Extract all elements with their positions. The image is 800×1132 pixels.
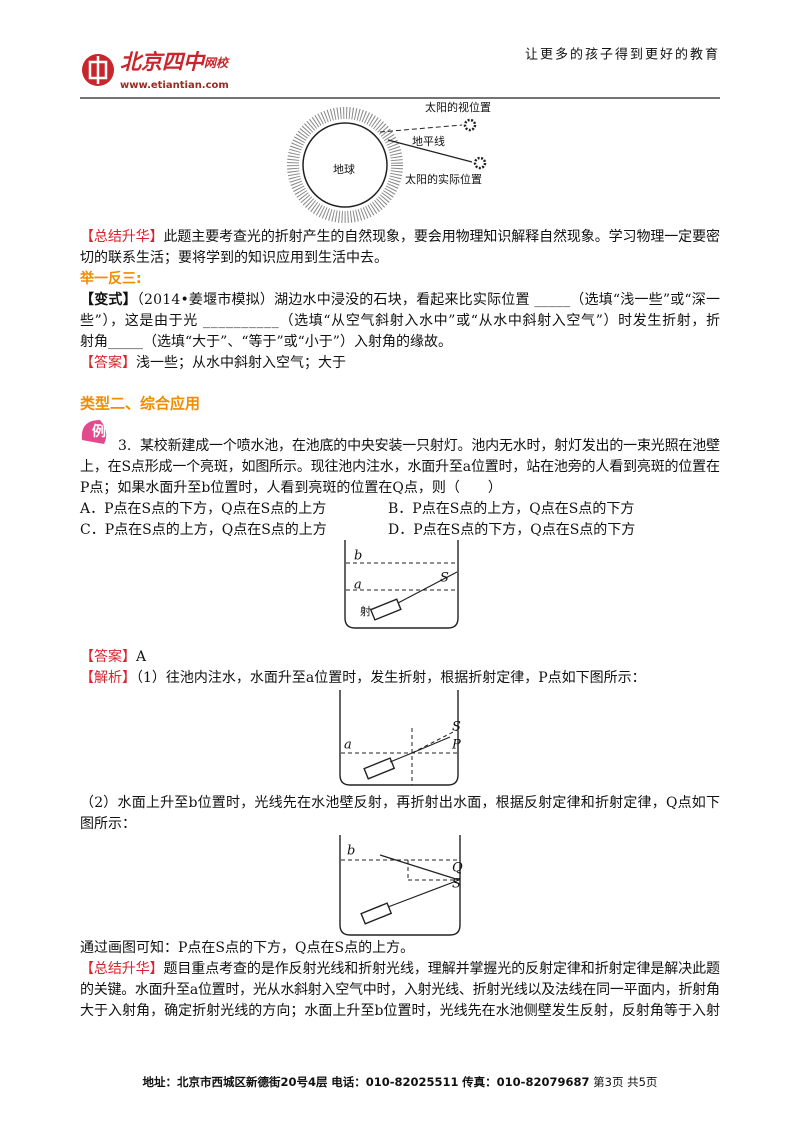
line-text: 上，在S点形成一个亮斑，如图所示。现往池内注水，水面升至a位置时，站在池旁的人看…	[80, 458, 720, 475]
figure-label: 太阳的视位置	[425, 100, 491, 114]
logo-url: www.etiantian.com	[120, 80, 229, 91]
footer: 地址：北京市西城区新德街20号4层 电话：010-82025511 传真：010…	[143, 1075, 658, 1089]
line-text: 些”），这是由于光 __________（选填“从空气斜射入水中”或“从水中斜射…	[80, 312, 720, 329]
line-text: 切的联系生活；要将学到的知识应用到生活中去。	[80, 249, 388, 266]
text-line: 【解析】（1）往池内注水，水面升至a位置时，发生折射，根据折射定律，P点如下图所…	[80, 670, 646, 686]
line-text: 射角_____（选填“大于”、“等于”或“小于”）入射角的缘故。	[80, 333, 452, 350]
figure-label: 射	[360, 604, 371, 618]
line-text: （2014•姜堰市模拟）湖边水中浸没的石块，看起来比实际位置 _____（选填“…	[137, 291, 720, 308]
label: 【总结升华】	[80, 961, 164, 977]
line-text: 大于入射角，确定折射光线的方向；水面上升至b位置时，光线先在水池侧壁发生反射，反…	[80, 1002, 720, 1019]
answer: 浅一些；从水中斜射入空气；大于	[136, 355, 346, 371]
text-line: 图所示：	[80, 816, 136, 832]
line-text: 题目重点考查的是作反射光线和折射光线，理解并掌握光的反射定律和折射定律是解决此题	[163, 961, 720, 977]
slogan: 让更多的孩子得到更好的教育	[525, 47, 720, 63]
answer-line: 【答案】浅一些；从水中斜射入空气；大于	[80, 354, 346, 371]
example-icon: 例	[81, 420, 107, 444]
text-line: 切的联系生活；要将学到的知识应用到生活中去。	[80, 249, 388, 266]
figure-label: P	[451, 738, 461, 753]
label: 【答案】	[80, 354, 136, 371]
question-number: 3.	[118, 438, 131, 454]
line-text: 通过画图可知：P点在S点的下方，Q点在S点的上方。	[80, 939, 414, 956]
logo-suffix: 网校	[204, 56, 230, 70]
section-title: 类型二、综合应用	[80, 395, 200, 413]
option: A．P点在S点的下方，Q点在S点的上方	[79, 501, 326, 517]
footer-address: 地址：北京市西城区新德街20号4层	[143, 1075, 329, 1089]
earth-figure: 太阳的视位置 地平线 地球 太阳的实际位置	[287, 100, 491, 223]
figure-label: b	[354, 549, 362, 564]
answer: A	[135, 649, 147, 665]
figure-label: a	[354, 578, 362, 593]
text-line: 的关键。水面升至a位置时，光从水斜射入空气中时，入射光线、折射光线以及法线在同一…	[80, 982, 720, 998]
text-line: 上，在S点形成一个亮斑，如图所示。现往池内注水，水面升至a位置时，站在池旁的人看…	[80, 458, 720, 475]
figure-label: b	[347, 844, 355, 859]
text-line: 某校新建成一个喷水池，在池底的中央安装一只射灯。池内无水时，射灯发出的一束光照在…	[140, 437, 720, 454]
figure-label: S	[440, 571, 449, 586]
figure-label: S	[452, 877, 461, 892]
line-text: 图所示：	[80, 816, 136, 832]
pool-figure-refraction: S a P	[339, 690, 461, 786]
figure-label: a	[344, 738, 352, 753]
pool-figure-reflection: b Q S	[339, 835, 463, 936]
line-text: （2）水面上升至b位置时，光线先在水池壁反射，再折射出水面，根据反射定律和折射定…	[80, 795, 720, 811]
logo-name: 北京四中	[120, 50, 206, 74]
text-line: 些”），这是由于光 __________（选填“从空气斜射入水中”或“从水中斜射…	[80, 312, 720, 329]
example-icon-text: 例	[92, 423, 106, 440]
practice-title: 举一反三:	[79, 270, 142, 287]
text-line: 【总结升华】题目重点考查的是作反射光线和折射光线，理解并掌握光的反射定律和折射定…	[80, 961, 720, 977]
label: 【答案】	[80, 648, 136, 665]
text-line: P点；如果水面升至b位置时，人看到亮斑的位置在Q点，则（ ）	[80, 479, 502, 496]
line-text: （1）往池内注水，水面升至a位置时，发生折射，根据折射定律，P点如下图所示：	[136, 670, 646, 686]
option: D．P点在S点的下方，Q点在S点的下方	[388, 522, 635, 538]
figure-label: S	[452, 720, 461, 735]
line-text: 某校新建成一个喷水池，在池底的中央安装一只射灯。池内无水时，射灯发出的一束光照在…	[140, 437, 720, 454]
text-line: 射角_____（选填“大于”、“等于”或“小于”）入射角的缘故。	[80, 333, 452, 350]
footer-page: 第3页	[593, 1075, 623, 1089]
figure-label: Q	[452, 861, 463, 876]
footer-phone: 电话：010-82025511	[331, 1075, 458, 1089]
header: 北京四中网校 www.etiantian.com 让更多的孩子得到更好的教育	[80, 47, 720, 99]
option: B．P点在S点的上方，Q点在S点的下方	[388, 501, 634, 517]
line-text: 的关键。水面升至a位置时，光从水斜射入空气中时，入射光线、折射光线以及法线在同一…	[80, 982, 720, 998]
text-line: 通过画图可知：P点在S点的下方，Q点在S点的上方。	[80, 939, 414, 956]
footer-fax: 传真：010-82079687	[461, 1075, 589, 1089]
line-text: P点；如果水面升至b位置时，人看到亮斑的位置在Q点，则（ ）	[80, 479, 502, 496]
text-line: 【变式】（2014•姜堰市模拟）湖边水中浸没的石块，看起来比实际位置 _____…	[80, 291, 720, 308]
figure-label: 地平线	[412, 134, 445, 148]
label: 【总结升华】	[80, 229, 164, 245]
label: 【解析】	[80, 670, 136, 686]
footer-total: 共5页	[627, 1075, 657, 1089]
answer-line: 【答案】A	[80, 648, 147, 665]
text-line: （2）水面上升至b位置时，光线先在水池壁反射，再折射出水面，根据反射定律和折射定…	[80, 795, 720, 811]
figure-label: 太阳的实际位置	[405, 172, 482, 186]
label: 【变式】	[80, 291, 137, 308]
figure-label: 地球	[333, 162, 355, 176]
logo-text: 北京四中网校	[120, 50, 230, 74]
line-text: 此题主要考查光的折射产生的自然现象，要会用物理知识解释自然现象。学习物理一定要密	[163, 228, 720, 245]
text-line: 【总结升华】此题主要考查光的折射产生的自然现象，要会用物理知识解释自然现象。学习…	[80, 228, 720, 245]
option: C．P点在S点的上方，Q点在S点的上方	[80, 522, 327, 538]
pool-figure: b a S 射	[344, 540, 459, 629]
text-line: 大于入射角，确定折射光线的方向；水面上升至b位置时，光线先在水池侧壁发生反射，反…	[80, 1002, 720, 1019]
